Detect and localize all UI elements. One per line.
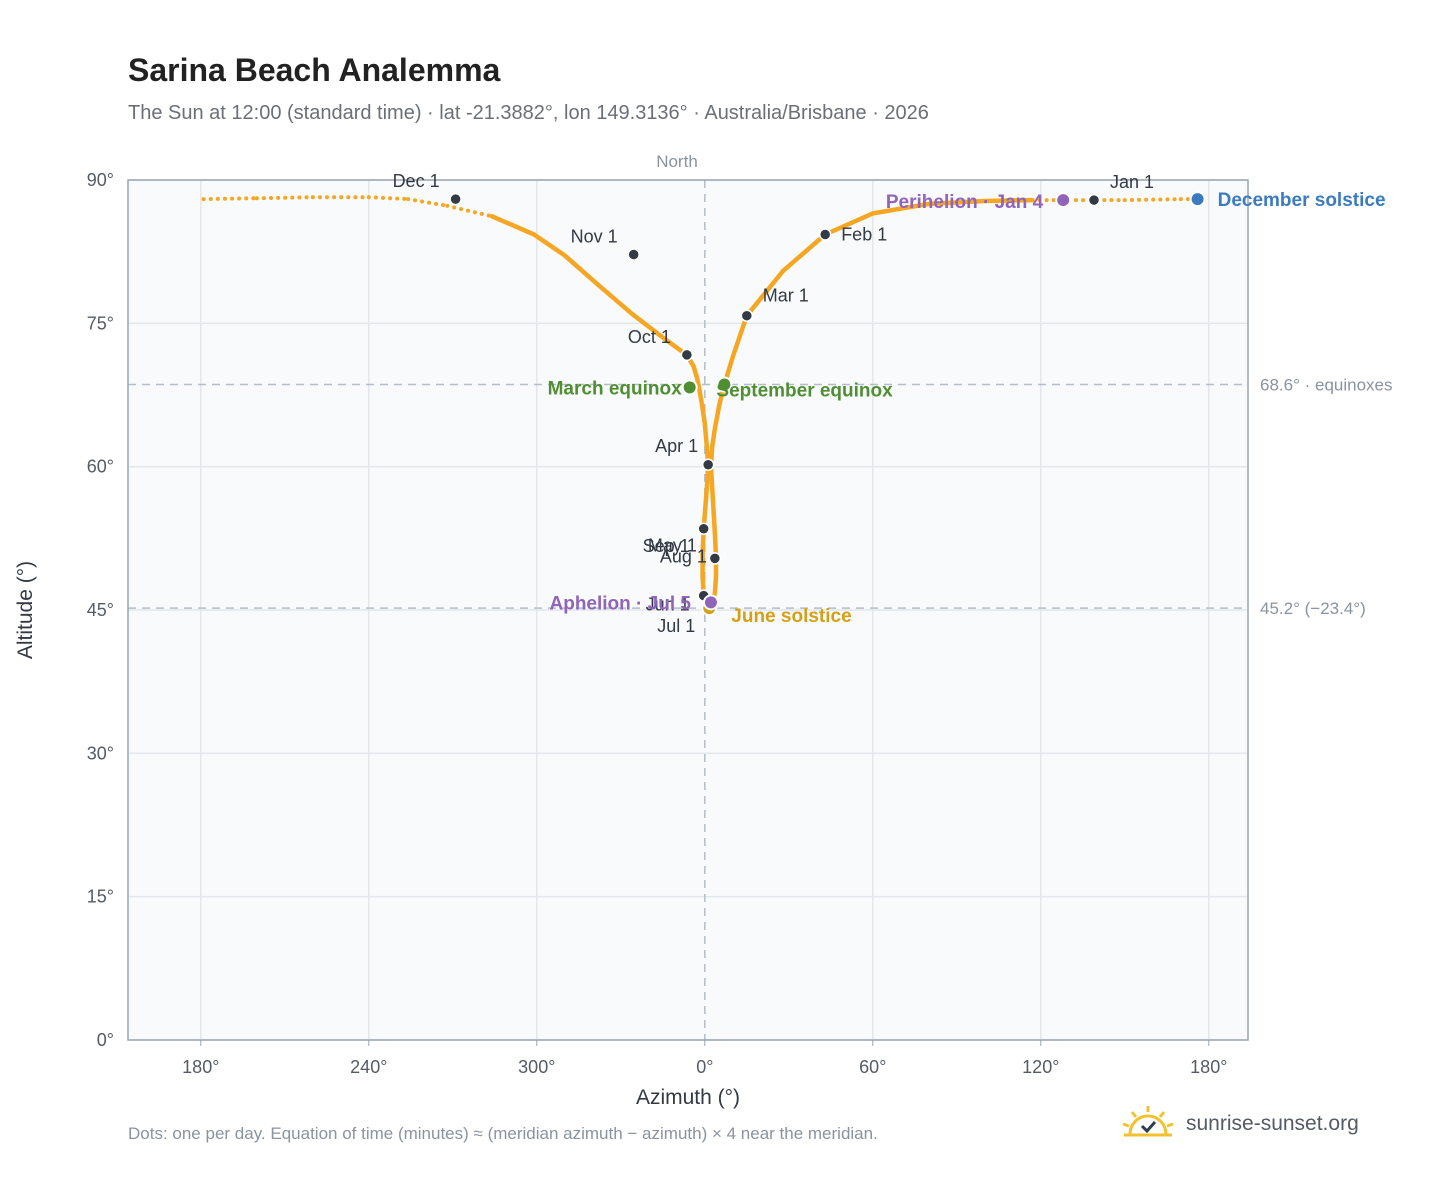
brand-name: sunrise-sunset.org	[1186, 1112, 1359, 1135]
month-label: Jan 1	[1110, 172, 1154, 192]
event-label: June solstice	[731, 606, 851, 627]
x-tick-label: 240°	[350, 1057, 387, 1077]
month-marker	[449, 192, 462, 206]
month-marker	[740, 309, 754, 322]
x-tick-label: 120°	[1022, 1057, 1059, 1077]
y-tick-label: 0°	[97, 1030, 114, 1050]
month-label: Jul 1	[657, 616, 695, 636]
reference-line-label: 68.6° · equinoxes	[1260, 375, 1393, 394]
x-tick-label: 60°	[859, 1057, 886, 1077]
y-tick-label: 90°	[87, 170, 114, 190]
month-marker	[697, 522, 710, 536]
event-markers: March equinox September equinox June solst…	[548, 190, 1386, 627]
month-marker	[708, 552, 722, 565]
y-axis-title: Altitude (°)	[14, 561, 37, 659]
x-tick-label: 300°	[518, 1057, 555, 1077]
axis-ticks: 180° 240° 300° 0° 60° 120° 180° 0° 15° 30° 45° 60° 7…	[87, 170, 1228, 1077]
y-tick-label: 15°	[87, 887, 114, 907]
plot-frame	[127, 179, 1249, 1041]
y-tick-label: 45°	[87, 600, 114, 620]
month-marker	[818, 228, 832, 241]
y-tick-label: 60°	[87, 457, 114, 477]
sun-logo-icon	[1122, 1106, 1174, 1137]
month-label: Dec 1	[393, 171, 440, 191]
event-label: September equinox	[716, 380, 893, 401]
month-label: Apr 1	[655, 436, 698, 456]
x-tick-label: 180°	[1190, 1057, 1227, 1077]
event-label: March equinox	[548, 378, 683, 399]
month-marker	[627, 248, 640, 261]
event-marker	[702, 594, 719, 611]
month-label: Sep 1	[643, 536, 690, 556]
month-marker	[680, 348, 694, 362]
event-marker	[1055, 192, 1072, 209]
month-label: Mar 1	[763, 286, 809, 306]
footnote: Dots: one per day. Equation of time (min…	[128, 1124, 878, 1143]
event-label: December solstice	[1218, 190, 1386, 211]
month-label: Feb 1	[841, 224, 887, 244]
event-label: Perihelion · Jan 4	[886, 192, 1044, 213]
month-marker	[1087, 193, 1101, 207]
month-marker	[701, 458, 715, 472]
brand[interactable]: sunrise-sunset.org	[1120, 1102, 1359, 1146]
month-label: May 1	[648, 535, 697, 555]
month-label: Nov 1	[571, 227, 618, 247]
chart-subtitle: The Sun at 12:00 (standard time) · lat -…	[128, 102, 929, 124]
month-label: Aug 1	[660, 546, 707, 566]
y-tick-label: 75°	[87, 313, 114, 333]
month-label: Jun 1	[646, 595, 690, 615]
y-tick-label: 30°	[87, 743, 114, 763]
north-label: North	[656, 152, 698, 171]
event-marker	[716, 376, 733, 393]
event-label: Aphelion · Jul 5	[550, 593, 692, 614]
reference-line-label: 45.2° (−23.4°)	[1260, 599, 1366, 618]
chart-title: Sarina Beach Analemma	[128, 52, 501, 88]
x-tick-label: 180°	[182, 1057, 219, 1077]
x-axis-title: Azimuth (°)	[636, 1086, 740, 1109]
x-tick-label: 0°	[696, 1057, 713, 1077]
event-marker	[1189, 191, 1206, 208]
event-marker	[681, 379, 698, 396]
month-label: Oct 1	[628, 327, 671, 347]
